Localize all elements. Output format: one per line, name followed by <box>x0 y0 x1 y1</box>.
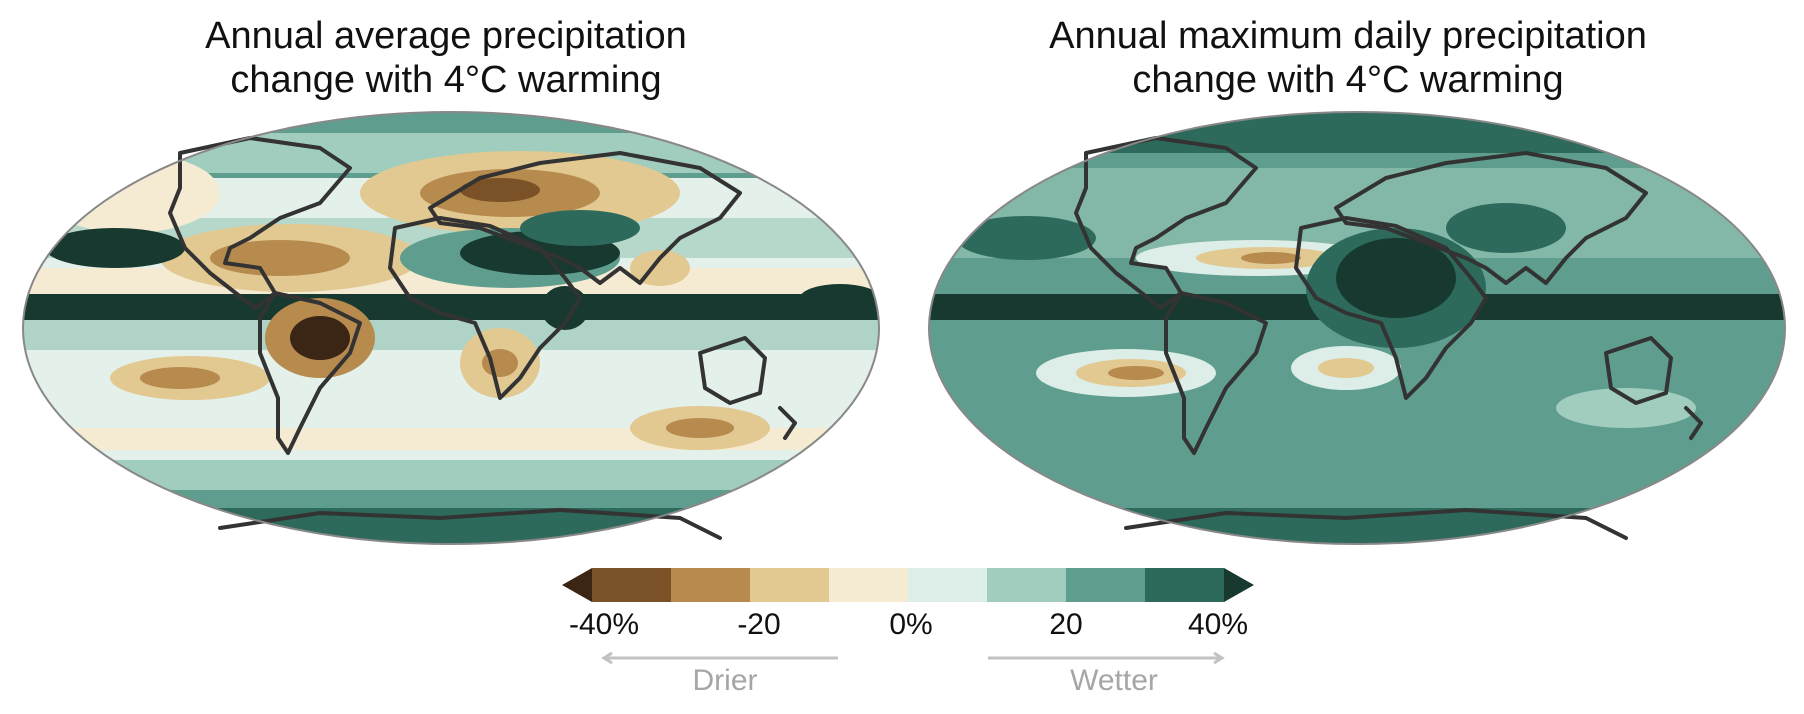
wetter-arrow-icon <box>988 652 1225 664</box>
left-map-title-line1: Annual average precipitation <box>205 15 687 57</box>
right-map-title-line2: change with 4°C warming <box>1132 59 1564 101</box>
drier-arrow-icon <box>601 652 838 664</box>
left-map-border <box>22 111 880 545</box>
right-map-border <box>928 111 1786 545</box>
legend-cell <box>987 568 1067 602</box>
wetter-label: Wetter <box>1070 664 1158 697</box>
right-map-title: Annual maximum daily precipitation chang… <box>968 14 1728 102</box>
right-coastlines <box>1074 136 1703 540</box>
legend-tick-20: 20 <box>1049 608 1083 641</box>
drier-label: Drier <box>692 664 758 697</box>
legend-tick-0: 0% <box>889 608 933 641</box>
max-daily-precipitation-map <box>928 111 1786 545</box>
legend-cell <box>592 568 672 602</box>
legend-max-arrow <box>1224 568 1254 602</box>
legend-cell <box>1066 568 1146 602</box>
legend-tick-neg40: -40% <box>568 608 640 641</box>
legend-min-arrow <box>562 568 592 602</box>
legend-tick-neg20: -20 <box>737 608 781 641</box>
legend-cell <box>750 568 830 602</box>
left-coastlines <box>168 136 797 540</box>
legend-cell <box>829 568 909 602</box>
legend-cell <box>908 568 988 602</box>
legend-tick-40: 40% <box>1187 608 1249 641</box>
average-precipitation-map <box>22 111 880 545</box>
legend-cell <box>1145 568 1225 602</box>
legend-cell <box>671 568 751 602</box>
color-legend-bar <box>562 568 1254 602</box>
left-map-title: Annual average precipitation change with… <box>66 14 826 102</box>
left-map-title-line2: change with 4°C warming <box>230 59 662 101</box>
right-map-title-line1: Annual maximum daily precipitation <box>1049 15 1647 57</box>
legend-cells <box>592 568 1225 602</box>
